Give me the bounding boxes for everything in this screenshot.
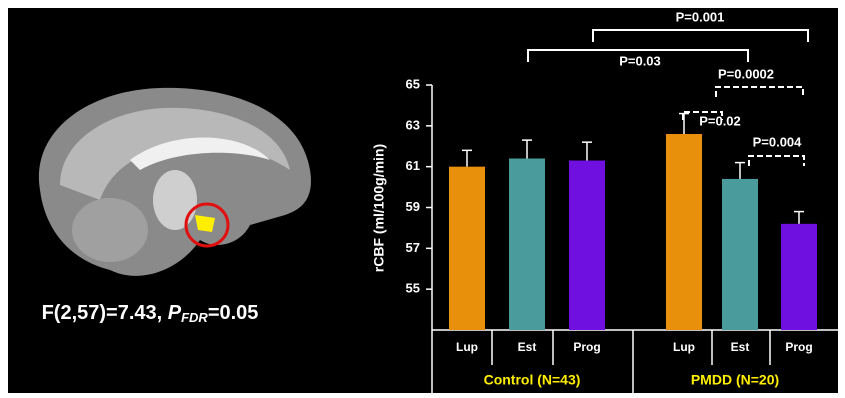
x-tick-label: Est (518, 340, 537, 354)
x-tick-label: Est (731, 340, 750, 354)
caption-prefix: F(2,57)=7.43, (42, 302, 168, 324)
caption-suffix: =0.05 (208, 302, 259, 324)
group-label: Control (N=43) (484, 372, 581, 388)
y-tick-label: 59 (406, 199, 420, 214)
bar (781, 224, 817, 330)
figure: F(2,57)=7.43, PFDR=0.05 rCBF (ml/100g/mi… (0, 0, 845, 393)
y-tick-label: 63 (406, 117, 420, 132)
bar (666, 134, 702, 330)
y-tick-label: 65 (406, 76, 420, 91)
group-label: PMDD (N=20) (691, 372, 779, 388)
y-axis-label: rCBF (ml/100g/min) (371, 144, 387, 272)
x-tick-label: Lup (456, 340, 478, 354)
bar (722, 179, 758, 330)
bar (569, 161, 605, 330)
caption-sub: FDR (181, 310, 208, 325)
caption: F(2,57)=7.43, PFDR=0.05 (42, 302, 259, 325)
bar (509, 159, 545, 331)
significance-label: P=0.0002 (718, 66, 774, 81)
y-tick-label: 55 (406, 281, 420, 296)
significance-label: P=0.004 (753, 134, 803, 149)
significance-label: P=0.001 (676, 9, 725, 24)
x-tick-label: Lup (673, 340, 695, 354)
significance-label: P=0.02 (699, 113, 741, 128)
y-tick-label: 57 (406, 240, 420, 255)
y-tick-label: 61 (406, 158, 420, 173)
x-tick-label: Prog (573, 340, 600, 354)
bar (449, 167, 485, 330)
significance-label: P=0.03 (619, 53, 661, 68)
caption-p: P (168, 302, 182, 324)
x-tick-label: Prog (785, 340, 812, 354)
